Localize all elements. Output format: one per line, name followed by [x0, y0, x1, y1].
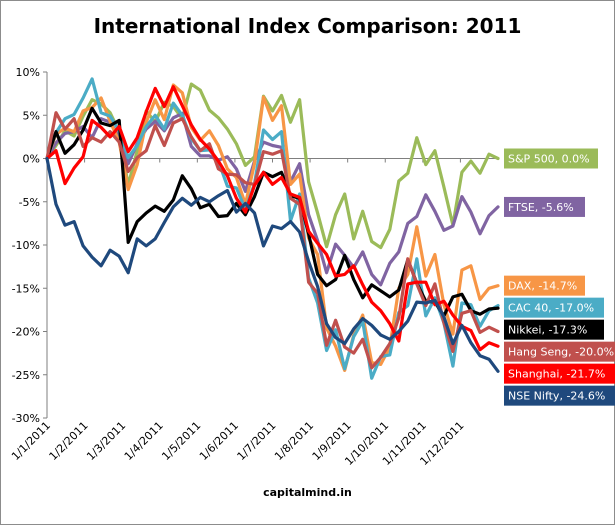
- chart-title: International Index Comparison: 2011: [93, 14, 522, 38]
- x-tick-label: 1/1/2011: [9, 419, 53, 463]
- y-tick-label: -25%: [12, 369, 40, 382]
- y-tick-label: -20%: [12, 326, 40, 339]
- end-label-dax: DAX, -14.7%: [508, 280, 577, 293]
- end-label-box-ftse: [504, 196, 585, 217]
- end-label-box-hang-seng: [504, 341, 615, 362]
- y-tick-label: 0%: [23, 153, 40, 166]
- end-label-box-cac-40: [504, 297, 604, 318]
- end-label-box-shanghai: [504, 363, 615, 384]
- series-lines: [45, 77, 500, 380]
- end-label-box-nikkei: [504, 319, 604, 340]
- y-tick-label: 5%: [23, 109, 40, 122]
- x-tick-label: 1/7/2011: [234, 419, 278, 463]
- y-tick-label: 10%: [16, 66, 40, 79]
- series-line-hang-seng: [45, 111, 500, 370]
- end-label-box-dax: [504, 275, 585, 296]
- series-line-s-p-500: [45, 82, 500, 250]
- y-tick-label: -15%: [12, 282, 40, 295]
- x-tick-label: 1/4/2011: [122, 419, 166, 463]
- end-label-nse-nifty: NSE Nifty, -24.6%: [508, 390, 605, 403]
- end-label-ftse: FTSE, -5.6%: [508, 201, 574, 214]
- x-tick-label: 1/2/2011: [47, 419, 91, 463]
- end-label-shanghai: Shanghai, -21.7%: [508, 368, 605, 381]
- x-tick-label: 1/3/2011: [84, 419, 128, 463]
- series-line-shanghai: [45, 85, 500, 352]
- series-end-labels: S&P 500, 0.0% FTSE, -5.6% DAX, -14.7% CAC 4…: [504, 148, 615, 406]
- y-tick-label: -5%: [19, 196, 40, 209]
- series-line-nse-nifty: [45, 156, 500, 373]
- x-tick-label: 1/5/2011: [159, 419, 203, 463]
- end-label-cac-40: CAC 40, -17.0%: [508, 302, 594, 315]
- end-label-nikkei: Nikkei, -17.3%: [508, 324, 587, 337]
- y-tick-label: -10%: [12, 239, 40, 252]
- y-tick-label: -30%: [12, 412, 40, 425]
- end-label-s-p-500: S&P 500, 0.0%: [508, 153, 590, 166]
- end-label-hang-seng: Hang Seng, -20.0%: [508, 346, 614, 359]
- x-tick-label: 1/8/2011: [272, 419, 316, 463]
- end-label-box-nse-nifty: [504, 385, 615, 406]
- source-label: capitalmind.in: [263, 486, 352, 499]
- x-tick-label: 1/6/2011: [197, 419, 241, 463]
- end-label-box-s-p-500: [504, 148, 598, 169]
